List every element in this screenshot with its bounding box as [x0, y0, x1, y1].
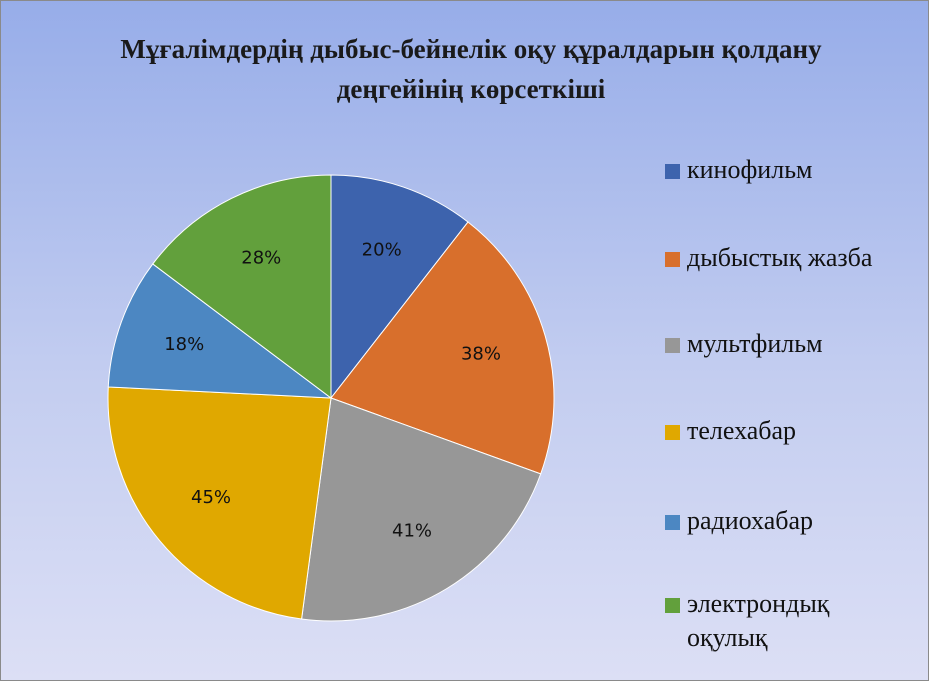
- legend-label: электрондық оқулық: [687, 589, 830, 652]
- pie-slice: [301, 397, 542, 622]
- legend-swatch: [665, 338, 680, 353]
- legend-swatch: [665, 252, 680, 267]
- legend-label: дыбыстық жазба: [687, 243, 873, 272]
- legend-item: радиохабар: [665, 504, 915, 538]
- pie-slice: [330, 221, 555, 475]
- legend-item: телехабар: [665, 414, 915, 448]
- legend-label: кинофильм: [687, 155, 813, 184]
- data-label: 18%: [164, 334, 204, 355]
- legend-label: мультфильм: [687, 329, 823, 358]
- data-label: 38%: [461, 344, 501, 365]
- legend-item: кинофильм: [665, 153, 915, 187]
- pie-slice: [152, 174, 332, 400]
- legend-label: радиохабар: [687, 506, 814, 535]
- data-label: 41%: [392, 520, 432, 541]
- legend-swatch: [665, 425, 680, 440]
- data-label: 45%: [191, 487, 231, 508]
- data-label: 20%: [362, 239, 402, 260]
- data-label: 28%: [241, 247, 281, 268]
- pie-slice: [107, 263, 333, 399]
- legend-swatch: [665, 164, 680, 179]
- legend-item: электрондық оқулық: [665, 587, 915, 655]
- legend-label: телехабар: [687, 416, 797, 445]
- legend-swatch: [665, 598, 680, 613]
- legend-item: мультфильм: [665, 327, 915, 361]
- legend-item: дыбыстық жазба: [665, 241, 915, 275]
- pie-slice: [330, 174, 469, 400]
- legend-swatch: [665, 515, 680, 530]
- pie-slice: [107, 386, 332, 620]
- chart-title: Мұғалімдердің дыбыс-бейнелік оқу құралда…: [120, 34, 822, 104]
